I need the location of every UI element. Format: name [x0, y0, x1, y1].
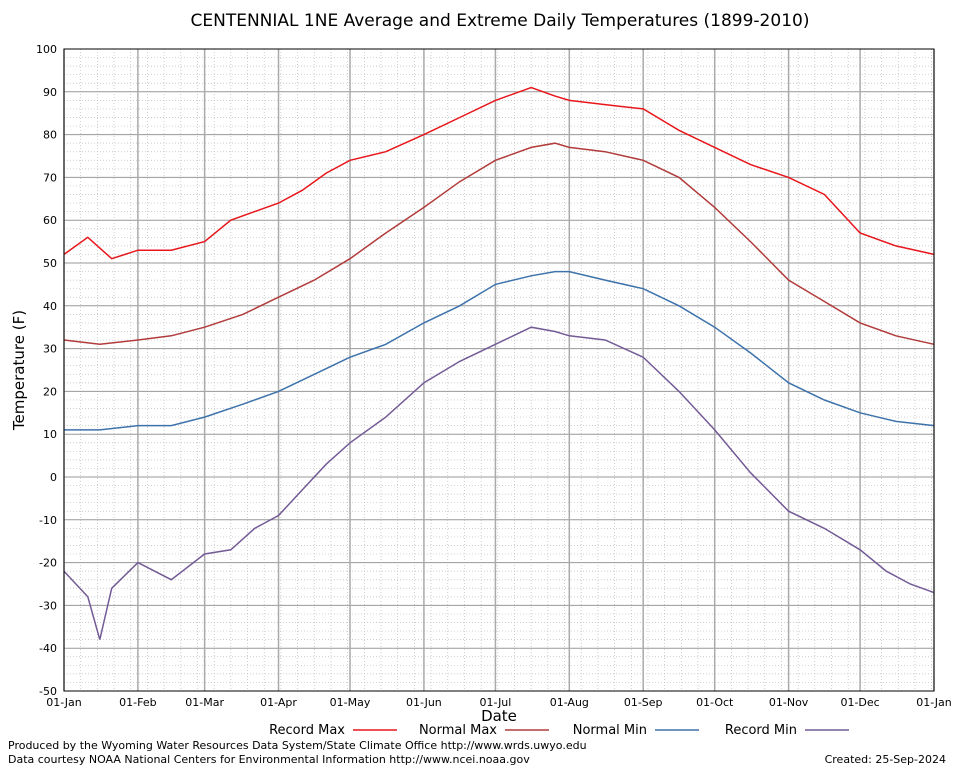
legend-label: Record Max	[269, 723, 345, 738]
x-tick-label: 01-Jan	[916, 696, 952, 709]
y-tick-label: 80	[43, 129, 57, 142]
x-tick-label: 01-Apr	[260, 696, 297, 709]
series-line-normal-max	[63, 142, 935, 346]
y-tick-label: -40	[39, 642, 57, 655]
x-tick-label: 01-May	[330, 696, 371, 709]
chart-series	[63, 86, 935, 640]
y-tick-label: 20	[43, 385, 57, 398]
y-tick-label: 0	[50, 471, 57, 484]
x-tick-label: 01-Jan	[46, 696, 82, 709]
legend-label: Record Min	[725, 723, 797, 738]
y-tick-label: 10	[43, 428, 57, 441]
y-tick-label: 100	[36, 43, 57, 56]
x-axis-ticks: 01-Jan 01-Feb 01-Mar 01-Apr 01-May 01-Jun 01-J…	[46, 696, 952, 709]
y-tick-label: -50	[39, 685, 57, 698]
x-tick-label: 01-Oct	[696, 696, 734, 709]
footer-produced-by: Produced by the Wyoming Water Resources …	[8, 739, 587, 752]
x-tick-label: 01-Feb	[119, 696, 156, 709]
footer-data-courtesy: Data courtesy NOAA National Centers for …	[8, 753, 530, 766]
y-tick-label: 40	[43, 300, 57, 313]
y-tick-label: -20	[39, 557, 57, 570]
y-tick-label: 90	[43, 86, 57, 99]
legend-label: Normal Max	[419, 723, 497, 738]
y-tick-label: -30	[39, 599, 57, 612]
chart-grid	[63, 48, 935, 692]
y-tick-label: 70	[43, 171, 57, 184]
y-tick-label: -10	[39, 514, 57, 527]
x-tick-label: 01-Mar	[185, 696, 224, 709]
x-tick-label: 01-Sep	[624, 696, 663, 709]
chart-title: CENTENNIAL 1NE Average and Extreme Daily…	[191, 11, 810, 31]
y-axis-ticks: -50 -40 -30 -20 -10 0 10 20 30 40 50 60 70 80 90 100	[36, 43, 57, 698]
plot-frame	[63, 48, 935, 692]
series-line-record-max	[63, 86, 935, 260]
x-tick-label: 01-Jul	[479, 696, 511, 709]
legend-label: Normal Min	[573, 723, 647, 738]
x-tick-label: 01-Nov	[769, 696, 809, 709]
x-tick-label: 01-Dec	[840, 696, 879, 709]
y-tick-label: 30	[43, 343, 57, 356]
y-tick-label: 60	[43, 214, 57, 227]
series-line-record-min	[63, 326, 935, 640]
x-axis-label: Date	[481, 707, 517, 725]
footer-created-date: Created: 25-Sep-2024	[824, 753, 946, 766]
y-tick-label: 50	[43, 257, 57, 270]
x-tick-label: 01-Jun	[406, 696, 442, 709]
series-line-normal-min	[64, 270, 935, 431]
chart-legend: Record Max Normal Max Normal Min Record Min	[269, 723, 849, 738]
x-tick-label: 01-Aug	[550, 696, 589, 709]
y-axis-label: Temperature (F)	[10, 310, 28, 431]
